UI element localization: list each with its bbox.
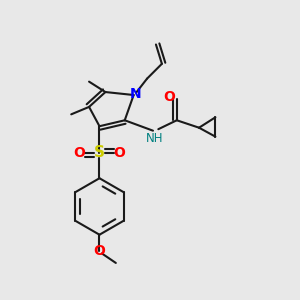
- Text: S: S: [94, 146, 105, 160]
- Text: O: O: [114, 146, 126, 160]
- Text: N: N: [129, 86, 141, 100]
- Text: O: O: [164, 90, 175, 104]
- Text: O: O: [94, 244, 105, 258]
- Text: O: O: [73, 146, 85, 160]
- Text: NH: NH: [146, 132, 163, 145]
